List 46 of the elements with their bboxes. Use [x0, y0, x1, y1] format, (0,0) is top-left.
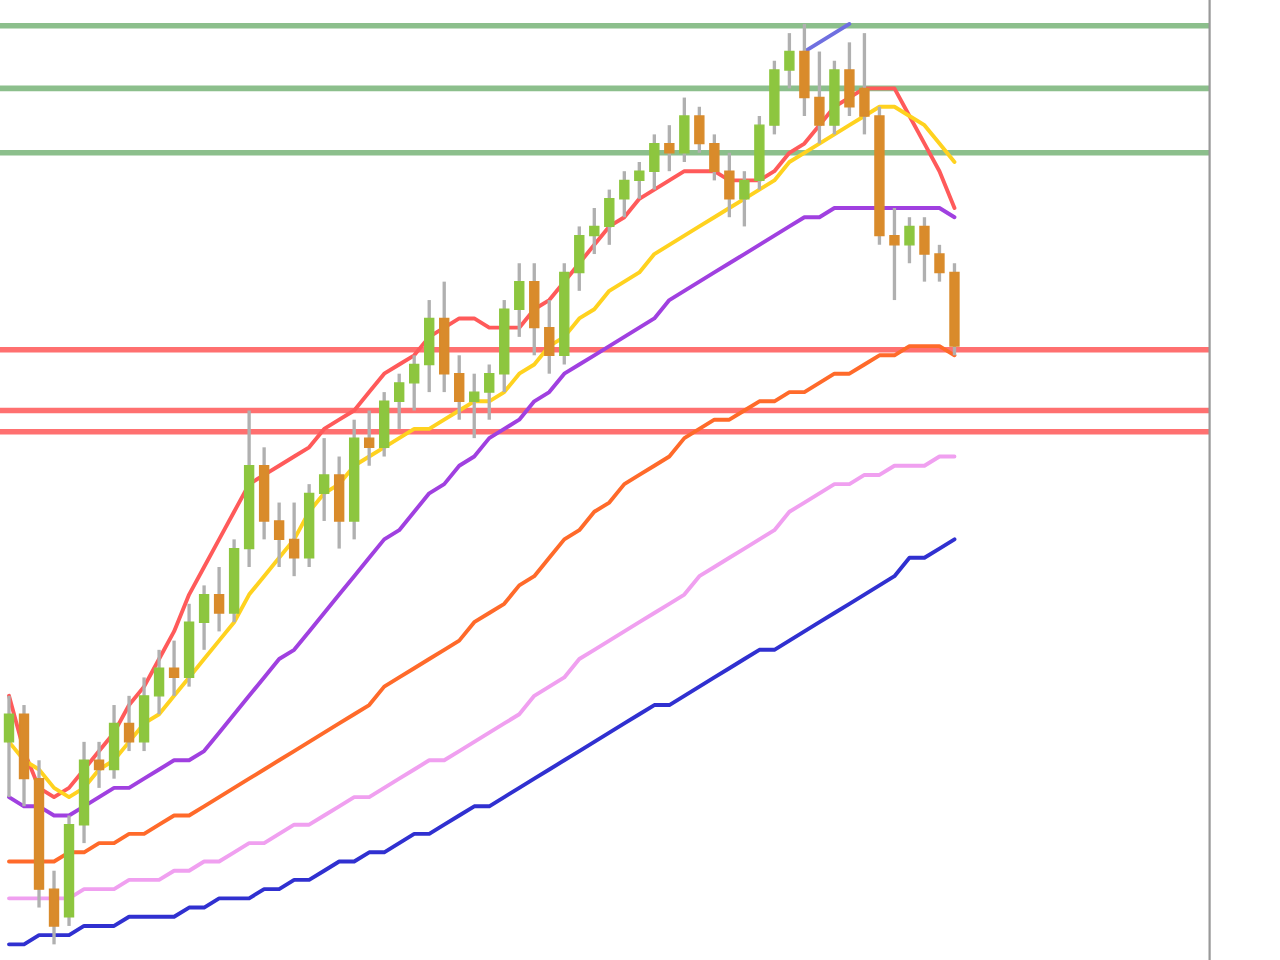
candlestick	[859, 31, 870, 137]
candlestick	[679, 95, 690, 164]
candlestick	[484, 362, 495, 422]
candlestick	[424, 298, 435, 394]
candlestick	[198, 583, 210, 652]
candlestick	[153, 648, 165, 716]
candlestick	[799, 22, 810, 118]
candlestick	[288, 500, 300, 578]
candlestick	[739, 169, 750, 229]
candlestick	[919, 215, 930, 284]
candlestick	[108, 703, 120, 781]
candlestick	[469, 372, 480, 440]
candlestick	[454, 353, 465, 422]
candlestick	[844, 40, 855, 118]
candlestick	[363, 408, 375, 468]
candlestick	[394, 372, 405, 431]
candlestick	[934, 243, 945, 284]
candlestick	[3, 694, 15, 799]
candlestick	[649, 132, 660, 192]
candlestick	[724, 151, 735, 219]
candlestick	[784, 31, 795, 91]
candlestick	[378, 390, 390, 459]
candlestick	[604, 187, 615, 247]
candlestick	[694, 105, 705, 155]
candlestick	[814, 49, 825, 146]
candlestick	[619, 169, 630, 219]
candlestick	[168, 638, 180, 698]
candlestick	[333, 454, 345, 551]
candlestick	[889, 206, 900, 302]
candlestick	[634, 160, 645, 201]
candlestick	[138, 675, 150, 753]
candlestick	[574, 224, 585, 293]
candlestick	[409, 353, 420, 413]
candlestick	[273, 500, 285, 569]
candlestick	[514, 261, 525, 339]
candlestick	[709, 132, 720, 183]
candlestick	[664, 123, 675, 173]
candlestick	[544, 298, 555, 376]
candlestick	[93, 740, 105, 790]
candlestick	[48, 869, 60, 947]
candlestick	[529, 261, 540, 357]
candlestick	[589, 206, 600, 256]
candlestick	[213, 565, 225, 634]
candlestick	[904, 215, 915, 265]
candlestick	[318, 436, 330, 523]
candlestick	[123, 694, 135, 753]
